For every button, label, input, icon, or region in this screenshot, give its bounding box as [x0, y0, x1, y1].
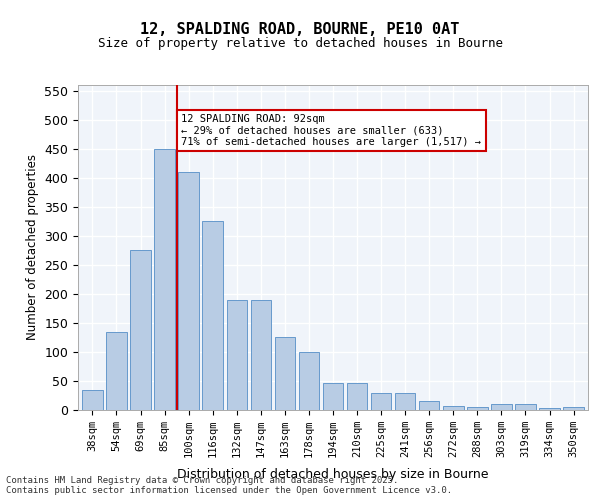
Bar: [130, 250, 151, 410]
Bar: [227, 300, 247, 410]
Bar: [419, 400, 439, 410]
Bar: [515, 404, 536, 410]
Text: 12 SPALDING ROAD: 92sqm
← 29% of detached houses are smaller (633)
71% of semi-d: 12 SPALDING ROAD: 92sqm ← 29% of detache…: [181, 114, 481, 147]
Bar: [491, 404, 512, 410]
Bar: [154, 149, 175, 410]
Bar: [467, 407, 488, 410]
X-axis label: Distribution of detached houses by size in Bourne: Distribution of detached houses by size …: [177, 468, 489, 481]
Bar: [443, 406, 464, 410]
Bar: [82, 390, 103, 410]
Bar: [106, 332, 127, 410]
Bar: [251, 300, 271, 410]
Bar: [275, 338, 295, 410]
Text: Contains HM Land Registry data © Crown copyright and database right 2025.
Contai: Contains HM Land Registry data © Crown c…: [6, 476, 452, 495]
Bar: [371, 392, 391, 410]
Bar: [178, 172, 199, 410]
Text: Size of property relative to detached houses in Bourne: Size of property relative to detached ho…: [97, 38, 503, 51]
Bar: [395, 392, 415, 410]
Bar: [323, 384, 343, 410]
Bar: [539, 408, 560, 410]
Bar: [563, 406, 584, 410]
Bar: [347, 384, 367, 410]
Bar: [202, 222, 223, 410]
Text: 12, SPALDING ROAD, BOURNE, PE10 0AT: 12, SPALDING ROAD, BOURNE, PE10 0AT: [140, 22, 460, 38]
Bar: [299, 352, 319, 410]
Y-axis label: Number of detached properties: Number of detached properties: [26, 154, 39, 340]
